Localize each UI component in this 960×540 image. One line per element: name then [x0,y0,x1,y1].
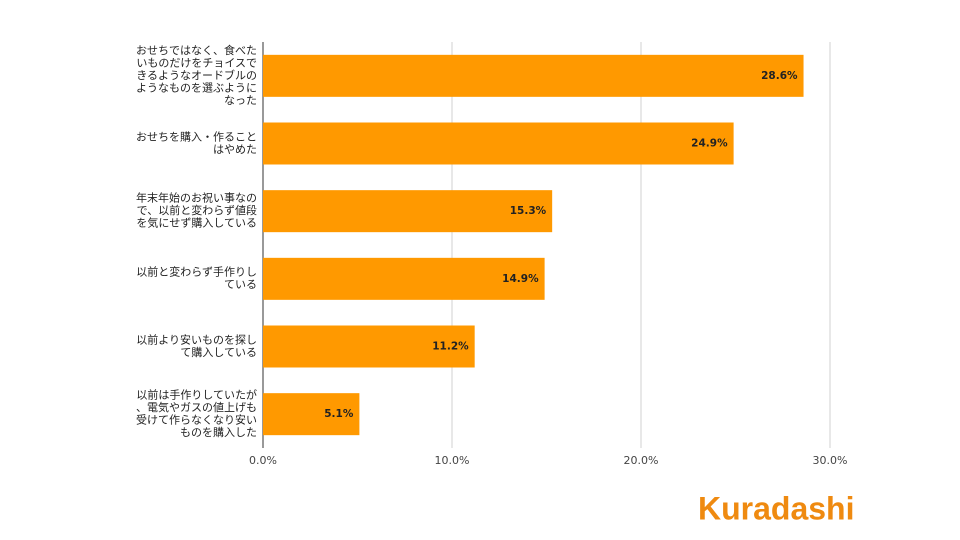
bar [263,190,553,233]
brand-logo: Kuradashi [698,490,854,526]
x-tick-label: 10.0% [435,454,470,467]
bar [263,325,475,368]
y-tick-label: 年末年始のお祝い事なので、以前と変わらず値段を気にせず購入している [136,191,257,230]
bar [263,257,545,300]
bar [263,393,360,436]
y-tick-label: 以前と変わらず手作りしている [136,265,257,292]
y-tick-label: おせちを購入・作ることはやめた [136,129,257,156]
value-label: 11.2% [432,341,469,353]
value-label: 28.6% [761,70,798,82]
value-label: 5.1% [324,408,354,420]
value-label: 14.9% [502,273,539,285]
bar [263,122,734,165]
value-label: 15.3% [510,205,547,217]
x-tick-label: 0.0% [249,454,277,467]
y-tick-label: おせちではなく、食べたいものだけをチョイスできるようなオードブルのようなものを選… [136,43,257,107]
y-tick-label: 以前は手作りしていたが、電気やガスの値上げも受けて作らなくなり安いものを購入した [136,387,257,439]
x-tick-label: 20.0% [624,454,659,467]
y-tick-label: 以前より安いものを探して購入している [136,332,257,359]
value-label: 24.9% [691,138,728,150]
x-tick-label: 30.0% [813,454,848,467]
bar [263,54,804,97]
